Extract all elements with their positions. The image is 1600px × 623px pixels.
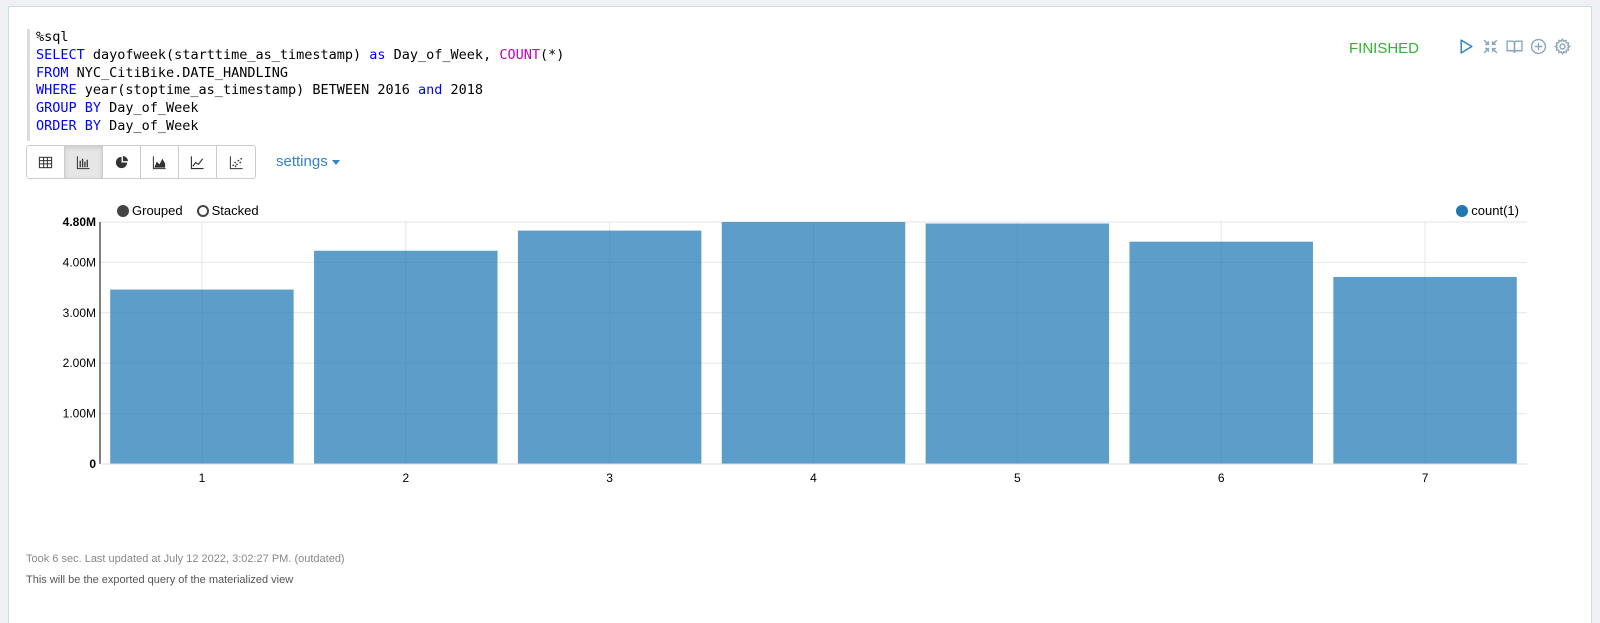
code-keyword: COUNT [499,46,540,63]
x-tick-label: 3 [606,471,613,485]
add-icon[interactable] [1529,37,1547,55]
x-tick-label: 1 [199,471,206,485]
bar [925,223,1110,464]
y-tick-label: 3.00M [63,306,96,320]
grouped-label: Grouped [132,203,183,218]
code-text: Day_of_Week [101,100,199,117]
scatter-chart-view-button[interactable] [217,146,255,178]
bar [1333,276,1517,464]
code-text: dayofweek(starttime_as_timestamp) [84,46,370,63]
x-tick-label: 4 [810,471,817,485]
code-keyword: and [418,82,443,99]
run-timing-text: Took 6 sec. Last updated at July 12 2022… [26,553,345,565]
x-tick-label: 7 [1422,471,1429,485]
bar-chart-svg: 0 1.00M 2.00M 3.00M 4.00M 4.80M 1 2 3 4 5 6 7 [63,215,1527,485]
radio-unchecked-icon [196,204,209,217]
code-line: %sql [36,29,1027,47]
x-tick-label: 2 [402,471,409,485]
bar [314,250,498,464]
code-editor[interactable]: %sql SELECT dayofweek(starttime_as_timest… [27,29,1027,141]
area-chart-icon [152,155,166,169]
code-line: SELECT dayofweek(starttime_as_timestamp)… [36,47,1027,65]
gear-icon[interactable] [1553,37,1571,55]
code-line: FROM NYC_CitiBike.DATE_HANDLING [36,65,1027,83]
chart-legend[interactable]: count(1) [1456,203,1519,218]
bar [721,222,906,464]
y-tick-label: 1.00M [63,407,96,421]
settings-label: settings [276,153,328,170]
y-tick-label: 4.00M [63,255,96,269]
bar-chart-view-button[interactable] [65,146,103,178]
code-text: 2018 [442,82,484,99]
run-icon[interactable] [1457,37,1475,55]
area-chart-view-button[interactable] [141,146,179,178]
y-tick-label: 2.00M [63,356,96,370]
bar [517,230,702,464]
code-text: year(stoptime_as_timestamp) BETWEEN 2016 [76,82,419,99]
y-tick-label: 4.80M [63,215,96,229]
book-icon[interactable] [1505,37,1523,55]
chart-mode-options: Grouped Stacked [117,203,259,218]
visualization-toolbar [26,145,256,179]
scatter-chart-icon [229,155,243,169]
code-keyword: FROM [36,64,69,81]
code-line: GROUP BY Day_of_Week [36,100,1027,118]
code-line: WHERE year(stoptime_as_timestamp) BETWEE… [36,82,1027,100]
settings-dropdown[interactable]: settings [276,153,340,170]
bar-chart: 0 1.00M 2.00M 3.00M 4.00M 4.80M 1 2 3 4 5 6 7 [17,213,1557,508]
code-text: %sql [36,29,69,45]
bar-chart-icon [76,155,90,169]
export-note-text: This will be the exported query of the m… [26,574,294,586]
bar [110,289,294,464]
code-text: NYC_CitiBike.DATE_HANDLING [68,64,288,81]
y-tick-label: 0 [89,457,96,471]
code-keyword: as [369,46,386,63]
stacked-option[interactable]: Stacked [196,203,259,218]
collapse-icon[interactable] [1481,37,1499,55]
pie-chart-icon [115,155,129,168]
code-keyword: WHERE [36,82,77,99]
code-text: Day_of_Week [101,117,199,134]
paragraph-controls [1457,37,1571,55]
pie-chart-view-button[interactable] [103,146,141,178]
code-keyword: ORDER BY [36,117,102,134]
code-keyword: GROUP BY [36,100,102,117]
table-icon [38,156,53,168]
x-tick-label: 5 [1014,471,1021,485]
notebook-paragraph: %sql SELECT dayofweek(starttime_as_timest… [8,6,1592,623]
code-keyword: SELECT [36,46,85,63]
status-label: FINISHED [1348,40,1419,57]
radio-checked-icon [117,204,129,217]
code-line: ORDER BY Day_of_Week [36,118,1027,136]
stacked-label: Stacked [211,203,259,218]
bar [1129,241,1313,464]
code-text: Day_of_Week, [385,46,500,63]
legend-label: count(1) [1471,203,1519,218]
grouped-option[interactable]: Grouped [117,203,183,218]
legend-swatch [1456,204,1469,217]
x-tick-label: 6 [1218,471,1225,485]
table-view-button[interactable] [27,146,65,178]
line-chart-icon [190,155,204,169]
caret-down-icon [331,160,340,165]
code-text: (*) [539,46,565,63]
line-chart-view-button[interactable] [179,146,217,178]
